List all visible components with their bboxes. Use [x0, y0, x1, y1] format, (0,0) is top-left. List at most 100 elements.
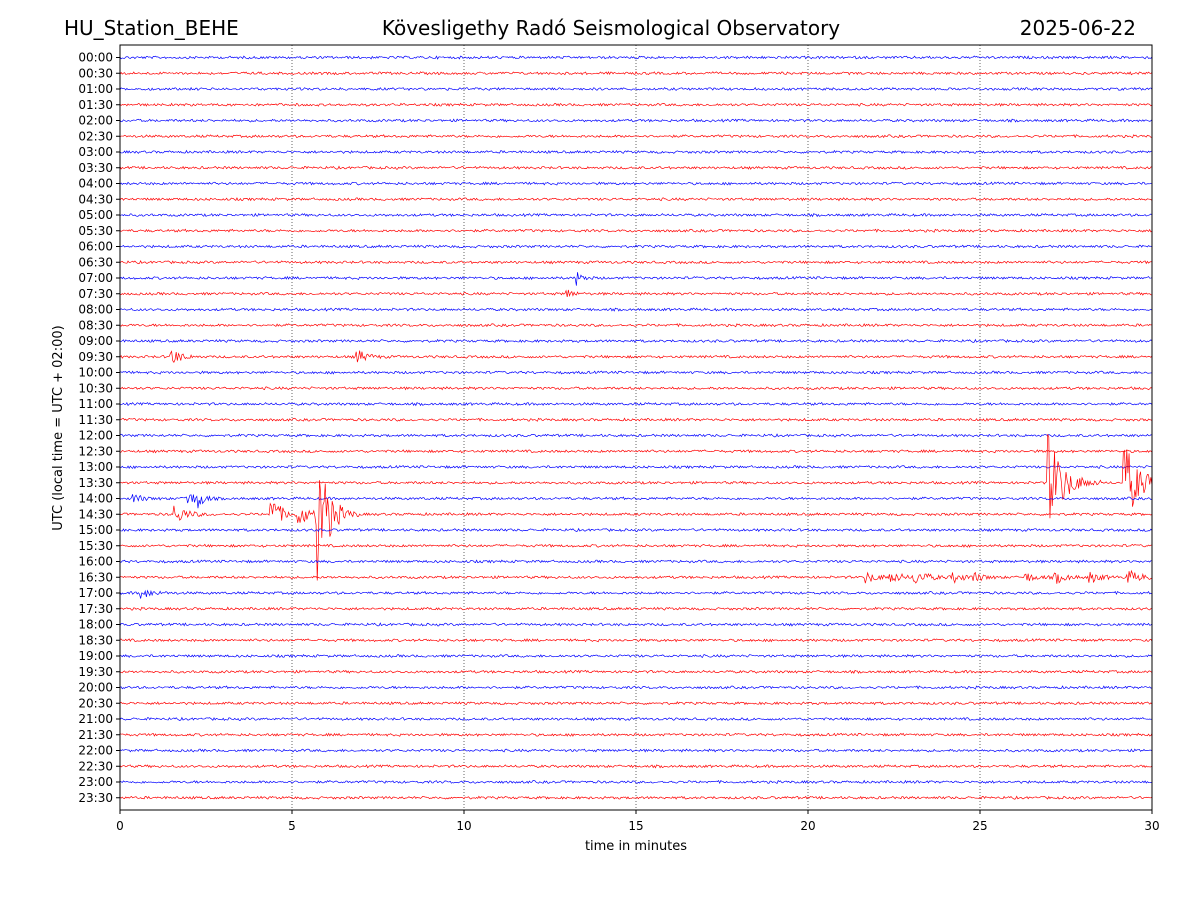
- row-label-00:30: 00:30: [78, 66, 113, 80]
- plot-frame: [119, 44, 1153, 811]
- row-label-01:30: 01:30: [78, 98, 113, 112]
- row-label-06:30: 06:30: [78, 255, 113, 269]
- row-label-02:00: 02:00: [78, 114, 113, 128]
- row-label-22:30: 22:30: [78, 759, 113, 773]
- row-label-03:00: 03:00: [78, 145, 113, 159]
- row-label-15:00: 15:00: [78, 523, 113, 537]
- trace-row-11:30: [119, 417, 1153, 422]
- trace-row-22:00: [119, 748, 1153, 753]
- row-label-18:00: 18:00: [78, 618, 113, 632]
- x-axis-ticks: 0 5 10 15 20 25 30: [116, 810, 1160, 833]
- trace-row-08:30: [119, 323, 1153, 328]
- row-label-02:30: 02:30: [78, 129, 113, 143]
- trace-row-00:30: [119, 71, 1153, 76]
- row-label-01:00: 01:00: [78, 82, 113, 96]
- row-label-15:30: 15:30: [78, 539, 113, 553]
- row-label-11:00: 11:00: [78, 397, 113, 411]
- trace-row-22:30: [119, 764, 1153, 769]
- x-tick-label-5: 5: [288, 819, 296, 833]
- trace-row-16:30: [119, 569, 1153, 584]
- trace-row-05:00: [119, 212, 1153, 218]
- row-label-05:30: 05:30: [78, 224, 113, 238]
- trace-row-18:00: [119, 622, 1153, 627]
- trace-row-20:00: [119, 685, 1153, 690]
- row-label-09:00: 09:00: [78, 334, 113, 348]
- trace-row-20:30: [119, 701, 1153, 706]
- trace-row-09:00: [119, 338, 1153, 344]
- row-label-09:30: 09:30: [78, 350, 113, 364]
- x-tick-label-10: 10: [456, 819, 471, 833]
- trace-row-06:00: [119, 244, 1153, 249]
- row-label-20:30: 20:30: [78, 696, 113, 710]
- row-label-04:00: 04:00: [78, 177, 113, 191]
- row-label-03:30: 03:30: [78, 161, 113, 175]
- row-label-11:30: 11:30: [78, 413, 113, 427]
- row-label-16:30: 16:30: [78, 570, 113, 584]
- y-axis-label: UTC (local time = UTC + 02:00): [51, 325, 66, 530]
- row-label-07:00: 07:00: [78, 271, 113, 285]
- row-label-16:00: 16:00: [78, 555, 113, 569]
- trace-row-13:00: [119, 464, 1153, 470]
- row-label-13:30: 13:30: [78, 476, 113, 490]
- trace-row-14:00: [119, 494, 1153, 509]
- trace-row-16:00: [119, 559, 1153, 564]
- row-label-10:30: 10:30: [78, 381, 113, 395]
- row-label-12:00: 12:00: [78, 429, 113, 443]
- trace-row-00:00: [119, 55, 1153, 60]
- trace-row-06:30: [119, 260, 1153, 265]
- trace-row-19:00: [119, 653, 1153, 659]
- row-label-08:00: 08:00: [78, 303, 113, 317]
- trace-row-19:30: [119, 669, 1153, 674]
- row-label-14:30: 14:30: [78, 507, 113, 521]
- date-title: 2025-06-22: [1020, 16, 1136, 40]
- trace-row-08:00: [119, 307, 1153, 312]
- trace-row-10:30: [119, 386, 1153, 391]
- row-label-13:00: 13:00: [78, 460, 113, 474]
- grid-lines: [291, 45, 981, 810]
- trace-row-07:30: [119, 289, 1153, 297]
- trace-row-21:00: [119, 716, 1153, 722]
- trace-row-07:00: [119, 272, 1153, 286]
- trace-row-21:30: [119, 732, 1153, 737]
- trace-row-02:00: [119, 118, 1153, 123]
- trace-row-01:00: [119, 86, 1153, 92]
- trace-row-15:00: [119, 527, 1153, 533]
- trace-row-02:30: [119, 134, 1153, 139]
- row-label-04:30: 04:30: [78, 192, 113, 206]
- row-label-12:30: 12:30: [78, 444, 113, 458]
- trace-row-11:00: [119, 401, 1153, 407]
- trace-row-14:30: [119, 480, 1153, 581]
- trace-row-10:00: [119, 370, 1153, 375]
- row-label-19:30: 19:30: [78, 665, 113, 679]
- row-label-17:00: 17:00: [78, 586, 113, 600]
- row-label-23:30: 23:30: [78, 791, 113, 805]
- row-label-21:00: 21:00: [78, 712, 113, 726]
- trace-row-04:00: [119, 181, 1153, 186]
- row-label-00:00: 00:00: [78, 51, 113, 65]
- x-tick-label-15: 15: [628, 819, 643, 833]
- row-label-14:00: 14:00: [78, 492, 113, 506]
- row-label-17:30: 17:30: [78, 602, 113, 616]
- row-label-05:00: 05:00: [78, 208, 113, 222]
- row-label-06:00: 06:00: [78, 240, 113, 254]
- row-label-19:00: 19:00: [78, 649, 113, 663]
- row-label-20:00: 20:00: [78, 681, 113, 695]
- row-label-07:30: 07:30: [78, 287, 113, 301]
- row-label-10:00: 10:00: [78, 366, 113, 380]
- trace-row-15:30: [119, 543, 1153, 548]
- trace-row-12:30: [119, 449, 1153, 454]
- trace-row-18:30: [119, 638, 1153, 643]
- trace-row-12:00: [119, 433, 1153, 438]
- station-title: HU_Station_BEHE: [64, 16, 239, 40]
- x-tick-label-25: 25: [972, 819, 987, 833]
- trace-row-23:00: [119, 779, 1153, 784]
- row-label-08:30: 08:30: [78, 318, 113, 332]
- row-label-23:00: 23:00: [78, 775, 113, 789]
- trace-row-17:00: [119, 589, 1153, 599]
- seismic-traces: [119, 55, 1153, 800]
- trace-row-05:30: [119, 228, 1153, 233]
- x-tick-label-0: 0: [116, 819, 124, 833]
- x-tick-label-30: 30: [1144, 819, 1159, 833]
